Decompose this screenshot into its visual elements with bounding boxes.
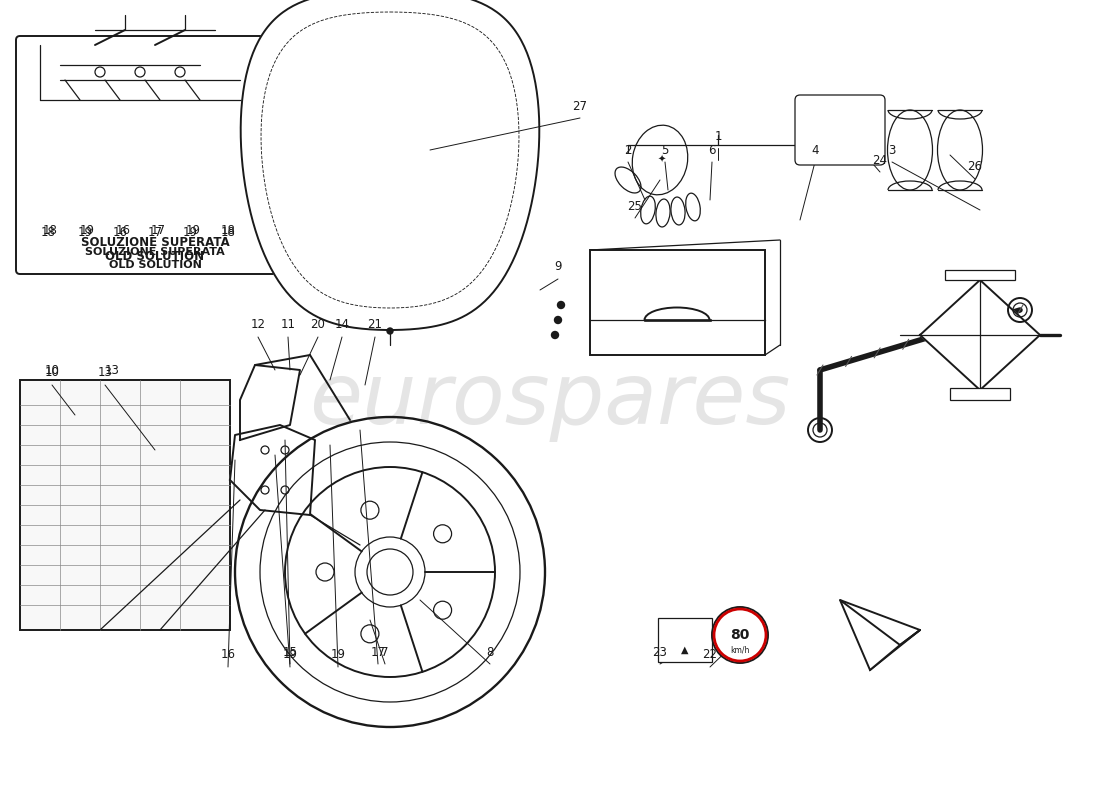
FancyBboxPatch shape: [590, 250, 764, 355]
FancyBboxPatch shape: [945, 270, 1015, 280]
Text: 16: 16: [116, 223, 131, 237]
Text: 19: 19: [77, 226, 92, 238]
Text: 18: 18: [221, 223, 235, 237]
Text: 1: 1: [714, 130, 722, 142]
Text: 3: 3: [889, 143, 895, 157]
Text: 23: 23: [652, 646, 668, 658]
Text: 8: 8: [486, 646, 494, 658]
Text: 13: 13: [104, 363, 120, 377]
Circle shape: [558, 302, 564, 309]
Text: 80: 80: [730, 628, 750, 642]
Text: 19: 19: [283, 649, 297, 662]
Text: 24: 24: [872, 154, 888, 166]
Text: 21: 21: [367, 318, 383, 331]
Text: OLD SOLUTION: OLD SOLUTION: [109, 260, 201, 270]
Text: 5: 5: [661, 143, 669, 157]
Text: SOLUZIONE SUPERATA: SOLUZIONE SUPERATA: [80, 235, 230, 249]
Text: 19: 19: [183, 226, 198, 238]
Text: 12: 12: [251, 318, 265, 331]
Circle shape: [712, 607, 768, 663]
FancyBboxPatch shape: [658, 618, 712, 662]
Text: 19: 19: [186, 223, 200, 237]
Polygon shape: [240, 365, 300, 440]
Text: km/h: km/h: [730, 646, 750, 654]
Text: 17: 17: [371, 646, 385, 658]
Circle shape: [387, 328, 393, 334]
Text: 15: 15: [283, 646, 297, 658]
FancyBboxPatch shape: [795, 95, 886, 165]
Text: eurospares: eurospares: [309, 358, 791, 442]
Text: 18: 18: [221, 226, 235, 238]
Circle shape: [551, 331, 559, 338]
Text: 11: 11: [280, 318, 296, 331]
FancyBboxPatch shape: [20, 380, 230, 630]
Text: 26: 26: [968, 161, 982, 174]
Circle shape: [554, 317, 561, 323]
Text: 17: 17: [151, 223, 165, 237]
Text: 2: 2: [625, 143, 631, 157]
Text: 19: 19: [330, 649, 345, 662]
Text: ▲: ▲: [681, 645, 689, 655]
FancyBboxPatch shape: [950, 388, 1010, 400]
Polygon shape: [230, 425, 315, 515]
Text: ✦: ✦: [658, 155, 667, 165]
Text: 9: 9: [554, 261, 562, 274]
Text: 17: 17: [147, 226, 163, 238]
Text: 10: 10: [45, 363, 59, 377]
Text: 19: 19: [79, 223, 95, 237]
Text: 13: 13: [98, 366, 112, 379]
Text: SOLUZIONE SUPERATA: SOLUZIONE SUPERATA: [85, 247, 224, 257]
Text: 16: 16: [112, 226, 128, 238]
Text: 16: 16: [220, 649, 235, 662]
Text: 14: 14: [334, 318, 350, 331]
Text: 6: 6: [708, 143, 716, 157]
Text: 10: 10: [45, 366, 59, 379]
Text: 20: 20: [310, 318, 326, 331]
Text: 27: 27: [572, 99, 587, 113]
Text: OLD SOLUTION: OLD SOLUTION: [106, 250, 205, 262]
Text: 7: 7: [382, 646, 388, 658]
Polygon shape: [840, 600, 900, 670]
Text: 22: 22: [703, 649, 717, 662]
Polygon shape: [241, 0, 539, 330]
Text: 18: 18: [43, 223, 57, 237]
Text: 18: 18: [41, 226, 55, 238]
Text: 4: 4: [812, 143, 818, 157]
Text: 25: 25: [628, 199, 642, 213]
FancyBboxPatch shape: [16, 36, 319, 274]
Polygon shape: [920, 280, 1040, 390]
